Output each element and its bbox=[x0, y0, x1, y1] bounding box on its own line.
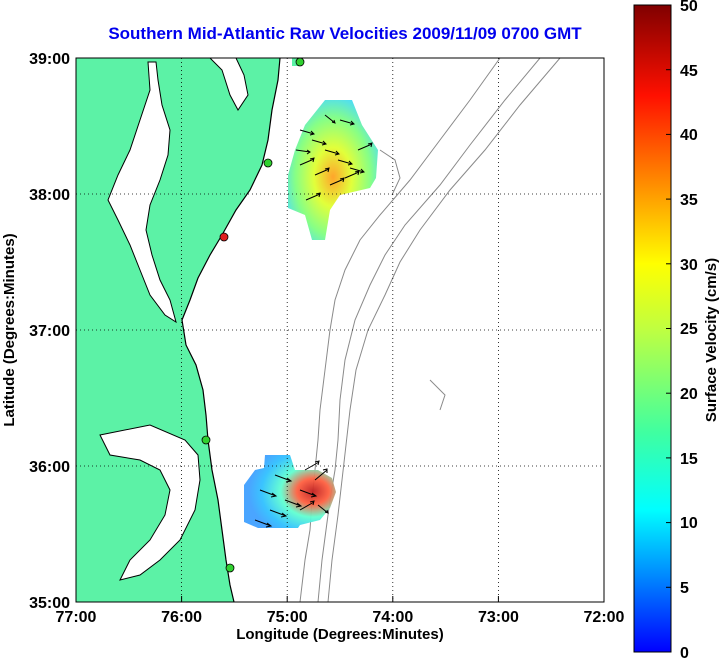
y-tick-label: 36:00 bbox=[29, 459, 70, 476]
y-axis-label: Latitude (Degrees:Minutes) bbox=[1, 233, 18, 426]
chesapeake-bay bbox=[107, 61, 177, 324]
colorbar-tick-label: 50 bbox=[680, 0, 698, 15]
colorbar-tick-label: 45 bbox=[680, 63, 698, 80]
y-tick-labels: 39:00 38:00 37:00 36:00 35:00 bbox=[29, 51, 70, 612]
y-tick-label: 38:00 bbox=[29, 187, 70, 204]
colorbar-tick-label: 0 bbox=[680, 645, 689, 659]
coastline bbox=[181, 58, 281, 602]
x-axis-label: Longitude (Degrees:Minutes) bbox=[236, 626, 444, 643]
x-tick-label: 76:00 bbox=[161, 609, 202, 626]
plot-frame bbox=[75, 57, 605, 603]
colorbar-tick-label: 30 bbox=[680, 257, 698, 274]
y-tick-label: 37:00 bbox=[29, 323, 70, 340]
radar-site-marker bbox=[219, 232, 229, 242]
y-tick-label: 35:00 bbox=[29, 595, 70, 612]
radar-site-marker bbox=[225, 563, 235, 573]
delaware-bay bbox=[209, 58, 249, 111]
colorbar-tick-label: 25 bbox=[680, 321, 698, 338]
velocity-field-south bbox=[244, 455, 336, 528]
colorbar-tick-label: 40 bbox=[680, 127, 698, 144]
pamlico-sound bbox=[99, 424, 201, 581]
x-tick-labels: 77:00 76:00 75:00 74:00 73:00 72:00 bbox=[56, 609, 625, 626]
colorbar-gradient bbox=[633, 4, 672, 653]
radar-sites bbox=[201, 58, 305, 573]
plot-area bbox=[76, 58, 604, 602]
colorbar: 50 45 40 35 30 25 20 15 10 5 0 Surface V… bbox=[633, 0, 720, 659]
colorbar-tick-label: 15 bbox=[680, 451, 698, 468]
x-tick-marks bbox=[75, 596, 605, 602]
colorbar-tick-label: 20 bbox=[680, 386, 698, 403]
colorbar-tick-label: 35 bbox=[680, 192, 698, 209]
colorbar-tick-label: 10 bbox=[680, 515, 698, 532]
x-tick-label: 72:00 bbox=[584, 609, 625, 626]
colorbar-tick-label: 5 bbox=[680, 580, 689, 597]
y-tick-label: 39:00 bbox=[29, 51, 70, 68]
radar-site-marker bbox=[263, 158, 273, 168]
grid-lines bbox=[76, 58, 604, 602]
x-tick-label: 77:00 bbox=[56, 609, 97, 626]
map-title: Southern Mid-Atlantic Raw Velocities 200… bbox=[108, 24, 582, 43]
colorbar-label: Surface Velocity (cm/s) bbox=[703, 258, 720, 422]
x-tick-label: 74:00 bbox=[372, 609, 413, 626]
x-tick-label: 73:00 bbox=[478, 609, 519, 626]
radar-site-marker bbox=[295, 58, 305, 67]
velocity-vectors-north bbox=[295, 114, 373, 201]
radar-site-marker bbox=[201, 435, 211, 445]
x-tick-label: 75:00 bbox=[267, 609, 308, 626]
